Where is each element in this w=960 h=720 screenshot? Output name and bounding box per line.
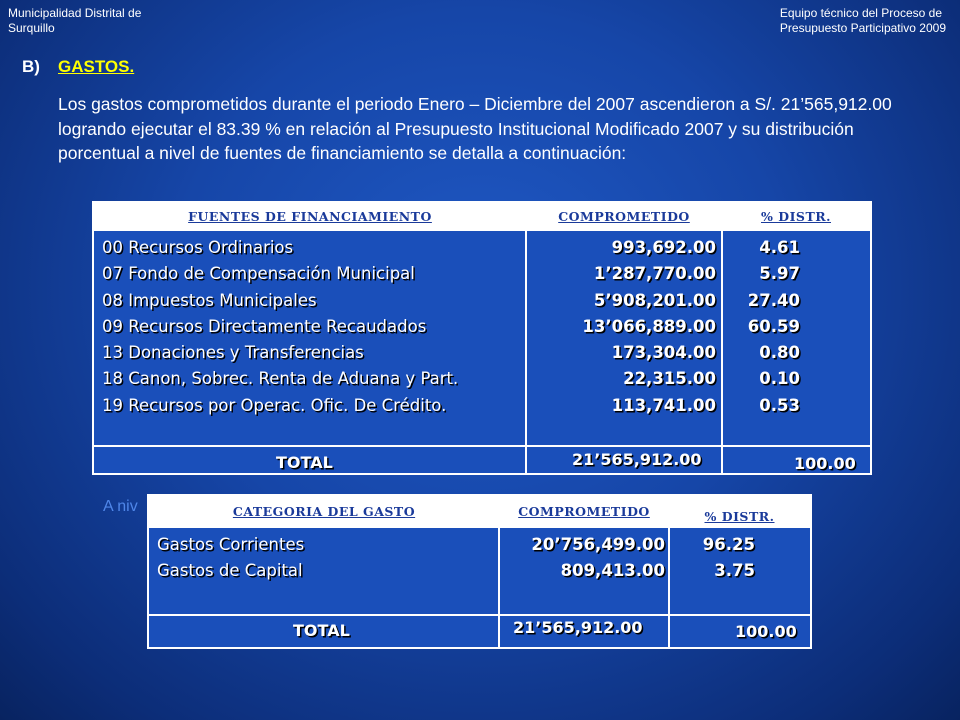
section-letter: B) (22, 57, 40, 76)
total-divider (149, 614, 810, 616)
total-pct: 100.00 (794, 454, 856, 473)
table-row-name: 09 Recursos Directamente Recaudados (102, 316, 427, 336)
category-percentages: 96.25 3.75 (677, 532, 755, 584)
table-row-pct: 0.53 (759, 395, 800, 415)
funding-amounts: 993,692.00 1’287,770.00 5’908,201.00 13’… (534, 235, 716, 419)
category-amounts: 20’756,499.00 809,413.00 (505, 532, 665, 584)
funding-names: 00 Recursos Ordinarios 07 Fondo de Compe… (102, 235, 522, 419)
header-left-line2: Surquillo (8, 21, 55, 35)
header-funding-sources: FUENTES DE FINANCIAMIENTO (188, 209, 432, 224)
intro-paragraph: Los gastos comprometidos durante el peri… (58, 94, 892, 163)
header-expense-category: CATEGORIA DEL GASTO (232, 504, 416, 519)
table-row-amount: 809,413.00 (560, 561, 665, 580)
section-heading: B) GASTOS. (22, 57, 134, 77)
table-row-name: 00 Recursos Ordinarios (102, 238, 294, 257)
table-row-amount: 13’066,889.00 (582, 316, 716, 336)
header-left-line1: Municipalidad Distrital de (8, 6, 142, 20)
table-row-pct: 27.40 (747, 290, 800, 310)
total-amount: 21’565,912.00 (572, 450, 702, 469)
header-right-line2: Presupuesto Participativo 2009 (779, 21, 946, 35)
table-header-row: CATEGORIA DEL GASTO COMPROMETIDO % DISTR… (149, 496, 810, 526)
col-divider (721, 203, 723, 473)
table-row-pct: 0.80 (759, 343, 800, 363)
category-names: Gastos Corrientes Gastos de Capital (157, 532, 487, 584)
total-pct: 100.00 (735, 622, 797, 641)
header-committed: COMPROMETIDO (518, 504, 650, 519)
header-right-line1: Equipo técnico del Proceso de (779, 6, 942, 20)
table-row-amount: 993,692.00 (611, 238, 716, 257)
total-amount: 21’565,912.00 (513, 618, 643, 637)
table-row-name: 19 Recursos por Operac. Ofic. De Crédito… (102, 395, 447, 415)
table-row-amount: 22,315.00 (623, 369, 716, 389)
table-row-name: 07 Fondo de Compensación Municipal (102, 264, 415, 284)
funding-percentages: 4.61 5.97 27.40 60.59 0.80 0.10 0.53 (730, 235, 800, 419)
total-label: TOTAL (276, 453, 333, 472)
table-row-amount: 113,741.00 (611, 395, 716, 415)
table-row-name: Gastos Corrientes (157, 535, 305, 554)
table-row-amount: 173,304.00 (611, 343, 716, 363)
table-row-name: 13 Donaciones y Transferencias (102, 343, 364, 363)
header-distribution: % DISTR. (761, 209, 831, 224)
table-row-name: 08 Impuestos Municipales (102, 290, 317, 310)
table-row-name: Gastos de Capital (157, 561, 303, 580)
funding-sources-table: FUENTES DE FINANCIAMIENTO COMPROMETIDO %… (92, 201, 872, 475)
row-divider (94, 229, 870, 231)
table-row-pct: 96.25 (702, 535, 755, 554)
expense-category-table: CATEGORIA DEL GASTO COMPROMETIDO % DISTR… (147, 494, 812, 649)
table-row-pct: 60.59 (747, 316, 800, 336)
table-row-amount: 5’908,201.00 (593, 290, 716, 310)
col-divider (498, 496, 500, 647)
table-row-name: 18 Canon, Sobrec. Renta de Aduana y Part… (102, 369, 459, 389)
hidden-text-fragment: A niv (103, 498, 138, 515)
section-title: GASTOS. (58, 57, 135, 76)
table-row-pct: 4.61 (759, 238, 800, 257)
col-divider (668, 496, 670, 647)
table-row-amount: 1’287,770.00 (593, 264, 716, 284)
header-team: Equipo técnico del Proceso de Presupuest… (780, 6, 946, 36)
table-row-pct: 0.10 (759, 369, 800, 389)
table-row-pct: 5.97 (759, 264, 800, 284)
table-row-amount: 20’756,499.00 (531, 535, 665, 554)
header-distribution: % DISTR. (704, 509, 775, 524)
row-divider (149, 526, 810, 528)
table-header-row: FUENTES DE FINANCIAMIENTO COMPROMETIDO %… (94, 203, 870, 229)
header-committed: COMPROMETIDO (558, 209, 690, 224)
table-row-pct: 3.75 (714, 561, 755, 580)
header-municipality: Municipalidad Distrital de Surquillo (8, 6, 141, 36)
col-divider (525, 203, 527, 473)
total-label: TOTAL (293, 621, 350, 640)
total-divider (94, 445, 870, 447)
